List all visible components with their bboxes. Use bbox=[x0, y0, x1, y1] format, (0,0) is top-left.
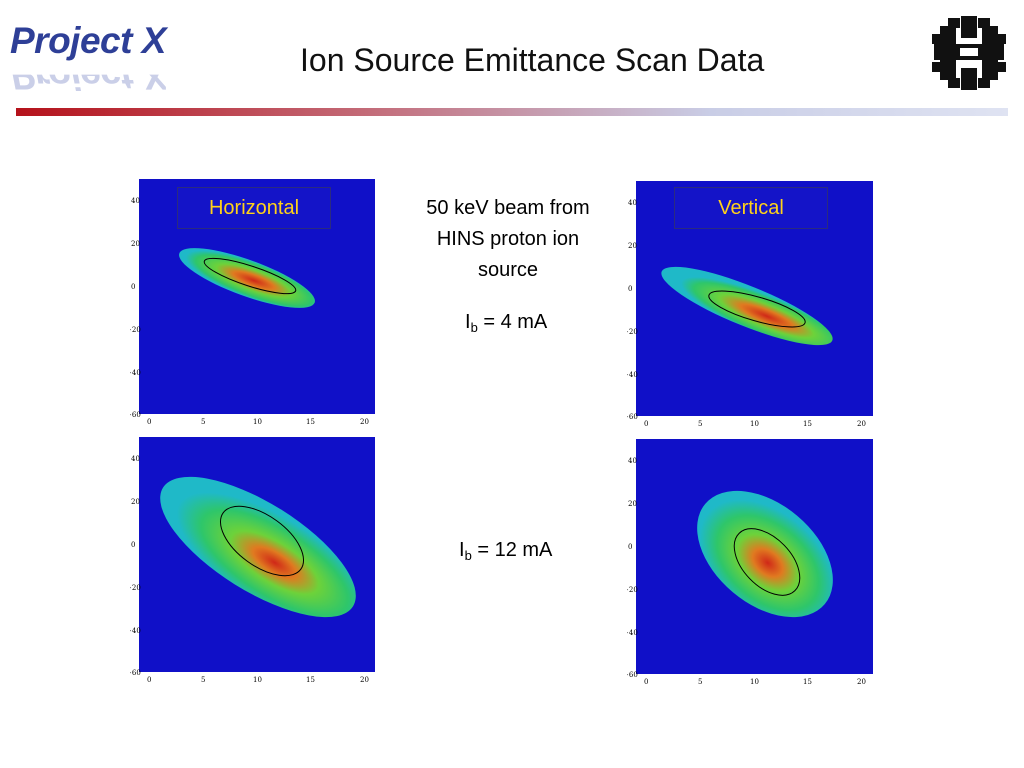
header-gradient-bar bbox=[16, 108, 1008, 116]
description-line: HINS proton ion bbox=[436, 228, 580, 250]
logo-text: Project X bbox=[10, 20, 166, 61]
y-tick: 40 bbox=[131, 455, 140, 463]
y-tick: 20 bbox=[628, 242, 637, 250]
beam-current-low: Ib = 4 mA bbox=[465, 311, 547, 335]
slide-title: Ion Source Emittance Scan Data bbox=[300, 42, 765, 78]
x-tick: 5 bbox=[201, 418, 205, 426]
x-tick: 20 bbox=[857, 678, 866, 686]
y-tick: −40 bbox=[627, 629, 638, 637]
x-tick: 10 bbox=[750, 420, 759, 428]
y-tick: 20 bbox=[131, 240, 140, 248]
x-tick: 10 bbox=[253, 418, 262, 426]
x-tick: 20 bbox=[360, 418, 369, 426]
x-tick: 15 bbox=[306, 676, 315, 684]
x-tick: 15 bbox=[306, 418, 315, 426]
y-tick: −60 bbox=[627, 671, 638, 679]
y-tick: 40 bbox=[628, 457, 637, 465]
description-line: source bbox=[477, 259, 539, 281]
plot-vertical-12ma: 40 20 0 −20 −40 −60 0 5 10 15 20 bbox=[627, 434, 873, 689]
logo-reflection: Project X bbox=[10, 56, 166, 97]
x-tick: 10 bbox=[750, 678, 759, 686]
plot-horizontal-4ma: 40 20 0 −20 −40 −60 0 5 10 15 20 Horizon… bbox=[130, 176, 376, 431]
x-tick: 0 bbox=[147, 676, 151, 684]
current-symbol: I bbox=[459, 539, 465, 561]
x-tick: 0 bbox=[644, 420, 648, 428]
fermilab-logo-icon bbox=[932, 16, 1006, 90]
current-symbol: I bbox=[465, 311, 471, 333]
current-subscript: b bbox=[470, 320, 478, 335]
y-tick: 0 bbox=[628, 543, 632, 551]
description-line: 50 keV beam from bbox=[426, 197, 590, 219]
y-tick: −40 bbox=[627, 371, 638, 379]
beam-description: 50 keV beam from HINS proton ion source bbox=[402, 193, 614, 286]
horizontal-label: Horizontal bbox=[177, 187, 331, 229]
project-x-logo: Project X Project X bbox=[10, 22, 195, 100]
plot-horizontal-12ma: 40 20 0 −20 −40 −60 0 5 10 15 20 bbox=[130, 434, 376, 689]
y-tick: 0 bbox=[131, 541, 135, 549]
y-tick: −60 bbox=[130, 669, 141, 677]
x-tick: 5 bbox=[201, 676, 205, 684]
y-tick: −20 bbox=[130, 584, 141, 592]
x-tick: 0 bbox=[147, 418, 151, 426]
y-tick: 0 bbox=[628, 285, 632, 293]
x-tick: 15 bbox=[803, 678, 812, 686]
y-tick: −40 bbox=[130, 627, 141, 635]
y-tick: 0 bbox=[131, 283, 135, 291]
x-tick: 20 bbox=[857, 420, 866, 428]
y-tick: 40 bbox=[131, 197, 140, 205]
x-tick: 0 bbox=[644, 678, 648, 686]
y-tick: −40 bbox=[130, 369, 141, 377]
x-tick: 20 bbox=[360, 676, 369, 684]
x-tick: 15 bbox=[803, 420, 812, 428]
x-tick: 5 bbox=[698, 678, 702, 686]
vertical-label: Vertical bbox=[674, 187, 828, 229]
y-tick: −20 bbox=[627, 586, 638, 594]
y-tick: −60 bbox=[627, 413, 638, 421]
current-subscript: b bbox=[464, 548, 472, 563]
current-value: = 4 mA bbox=[477, 311, 548, 333]
y-tick: −20 bbox=[130, 326, 141, 334]
current-value: = 12 mA bbox=[471, 539, 553, 561]
y-tick: 20 bbox=[628, 500, 637, 508]
y-tick: 20 bbox=[131, 498, 140, 506]
y-tick: −60 bbox=[130, 411, 141, 419]
x-tick: 10 bbox=[253, 676, 262, 684]
y-tick: −20 bbox=[627, 328, 638, 336]
y-tick: 40 bbox=[628, 199, 637, 207]
x-tick: 5 bbox=[698, 420, 702, 428]
plot-vertical-4ma: 40 20 0 −20 −40 −60 0 5 10 15 20 Vertica… bbox=[627, 176, 873, 431]
beam-current-high: Ib = 12 mA bbox=[459, 539, 552, 563]
